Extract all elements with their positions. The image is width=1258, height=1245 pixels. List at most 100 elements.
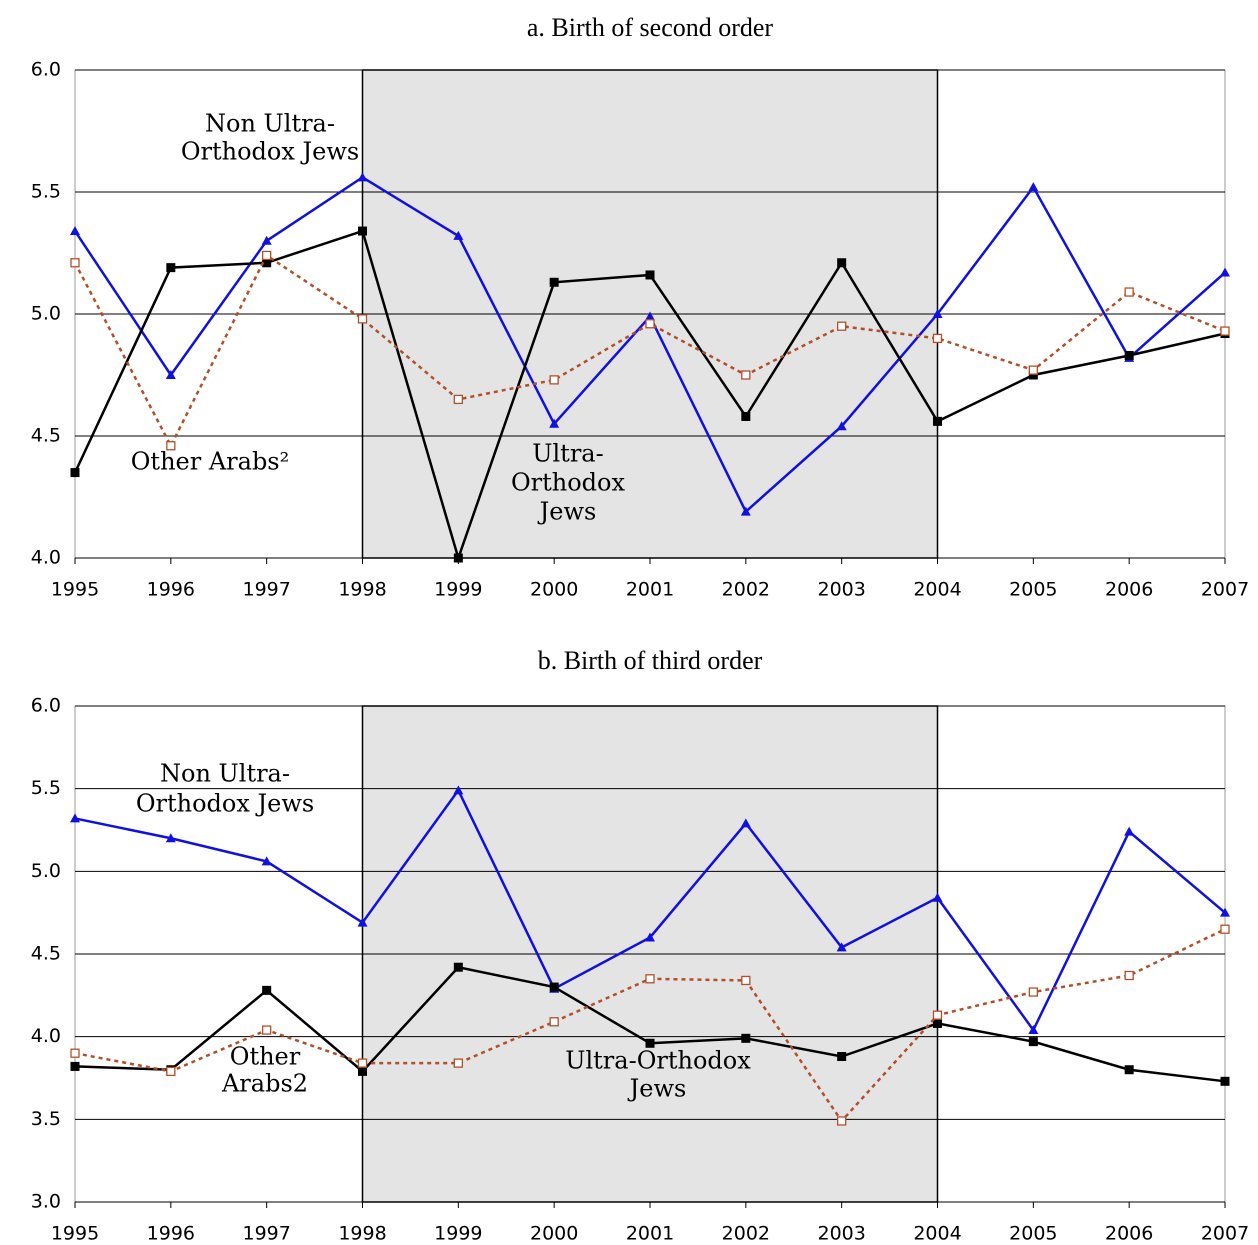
marker xyxy=(453,1058,463,1068)
marker xyxy=(837,1116,847,1126)
y-tick-label: 5.5 xyxy=(31,777,61,799)
marker xyxy=(645,311,655,321)
x-tick-label: 1997 xyxy=(242,1223,290,1245)
marker xyxy=(740,818,751,828)
marker xyxy=(1028,182,1039,192)
x-tick-label: 2001 xyxy=(626,579,674,601)
annotation: Orthodox xyxy=(511,469,626,497)
chart-title: b. Birth of third order xyxy=(538,646,763,675)
marker xyxy=(166,441,176,451)
marker xyxy=(645,974,655,984)
marker xyxy=(1220,1076,1230,1086)
marker xyxy=(1124,970,1134,981)
y-tick-label: 4.5 xyxy=(31,943,61,965)
marker xyxy=(836,942,847,952)
x-tick-label: 1995 xyxy=(51,1223,99,1245)
marker xyxy=(1028,1037,1038,1047)
marker xyxy=(932,892,943,902)
y-tick-label: 5.0 xyxy=(31,303,61,325)
annotation: Orthodox Jews xyxy=(181,138,359,166)
marker xyxy=(1220,267,1230,277)
x-tick-label: 1998 xyxy=(338,579,386,601)
marker xyxy=(1124,287,1134,297)
marker xyxy=(549,982,559,992)
marker xyxy=(70,813,80,823)
marker xyxy=(165,370,176,379)
marker xyxy=(1028,365,1038,375)
marker xyxy=(1220,326,1230,336)
marker xyxy=(549,418,560,428)
marker xyxy=(262,1025,272,1035)
y-tick-label: 3.0 xyxy=(31,1191,61,1213)
annotation: Orthodox Jews xyxy=(136,790,314,818)
annotation: Non Ultra- xyxy=(205,110,335,138)
marker xyxy=(453,230,464,240)
marker xyxy=(1220,907,1230,917)
marker xyxy=(741,1033,751,1043)
x-tick-label: 1995 xyxy=(51,579,99,601)
x-tick-label: 2001 xyxy=(626,1223,674,1245)
y-tick-label: 4.5 xyxy=(31,425,61,447)
y-tick-label: 6.0 xyxy=(31,695,61,717)
marker xyxy=(837,1052,847,1062)
marker xyxy=(933,416,942,426)
marker xyxy=(549,1017,559,1027)
marker xyxy=(453,394,463,405)
marker xyxy=(166,263,176,273)
marker xyxy=(932,309,943,318)
x-tick-label: 1996 xyxy=(147,1223,195,1245)
marker xyxy=(358,226,367,236)
y-tick-label: 6.0 xyxy=(31,59,61,81)
marker xyxy=(741,975,751,986)
chart-title: a. Birth of second order xyxy=(527,13,774,42)
marker xyxy=(70,1048,80,1058)
marker xyxy=(1124,826,1135,836)
marker xyxy=(837,321,847,331)
x-tick-label: 1996 xyxy=(147,579,195,601)
x-tick-label: 2006 xyxy=(1105,579,1153,601)
marker xyxy=(645,270,655,280)
y-tick-label: 5.5 xyxy=(31,181,61,203)
marker xyxy=(1028,987,1038,997)
marker xyxy=(1028,1025,1039,1035)
annotation: Jews xyxy=(537,498,597,526)
x-tick-label: 2000 xyxy=(530,1223,578,1245)
marker xyxy=(262,985,272,995)
x-tick-label: 1999 xyxy=(434,579,482,601)
x-tick-label: 2002 xyxy=(722,579,770,601)
marker xyxy=(453,553,463,563)
marker xyxy=(932,333,943,344)
marker xyxy=(836,421,847,431)
x-tick-label: 2000 xyxy=(530,579,578,601)
marker xyxy=(453,785,464,795)
marker xyxy=(262,258,272,268)
x-tick-label: 2007 xyxy=(1201,579,1249,601)
x-tick-label: 2005 xyxy=(1009,1223,1057,1245)
marker xyxy=(165,833,176,843)
annotation: Other xyxy=(230,1043,301,1071)
marker xyxy=(70,258,80,268)
y-tick-label: 5.0 xyxy=(31,860,61,882)
y-tick-label: 3.5 xyxy=(31,1108,61,1130)
marker xyxy=(741,411,751,421)
marker xyxy=(741,370,751,380)
marker xyxy=(837,258,847,268)
marker xyxy=(70,1061,80,1071)
marker xyxy=(1124,350,1134,360)
marker xyxy=(262,250,272,261)
marker xyxy=(1028,370,1038,380)
marker xyxy=(1124,1065,1134,1075)
marker xyxy=(261,235,272,245)
marker xyxy=(357,172,368,182)
marker xyxy=(933,1018,942,1028)
annotation: Ultra-Orthodox xyxy=(565,1047,751,1075)
annotation: Arabs2 xyxy=(221,1070,308,1098)
marker xyxy=(645,319,655,329)
marker xyxy=(549,375,559,385)
x-tick-label: 1997 xyxy=(242,579,290,601)
marker xyxy=(645,932,655,942)
marker xyxy=(645,1038,655,1048)
x-tick-label: 2005 xyxy=(1009,579,1057,601)
marker xyxy=(740,506,751,516)
annotation: Other Arabs² xyxy=(131,448,290,476)
